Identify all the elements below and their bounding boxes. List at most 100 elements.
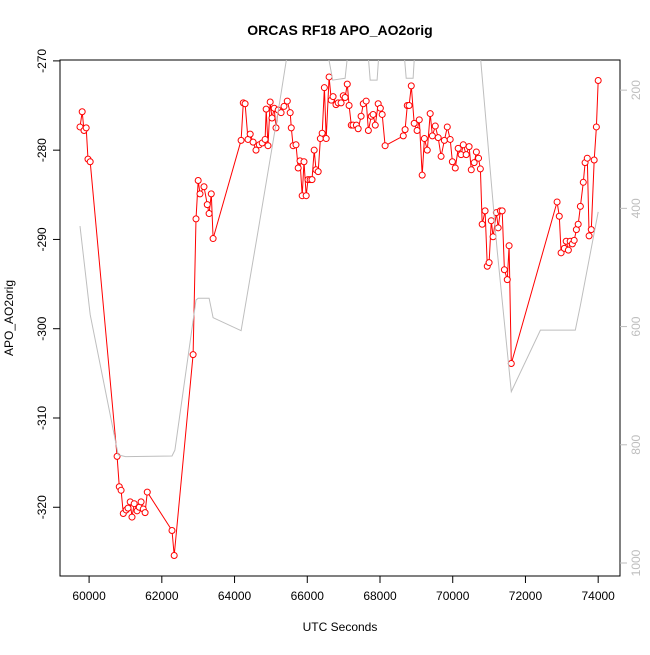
data-point — [401, 126, 409, 134]
data-point — [300, 158, 308, 166]
data-point — [294, 164, 302, 172]
data-point — [459, 141, 467, 149]
data-point — [448, 158, 456, 166]
data-point — [579, 178, 587, 186]
x-tick-label: 72000 — [509, 589, 543, 603]
data-point — [277, 109, 285, 117]
data-point — [320, 84, 328, 92]
data-point — [594, 77, 602, 85]
data-point — [246, 130, 254, 138]
data-point — [302, 192, 310, 200]
data-point — [314, 168, 322, 176]
data-point — [362, 97, 370, 105]
data-point — [325, 73, 333, 81]
data-point — [462, 151, 470, 159]
data-point — [141, 509, 149, 517]
x-tick-label: 74000 — [581, 589, 615, 603]
data-point — [470, 159, 478, 167]
data-point — [337, 99, 345, 107]
x-tick-label: 62000 — [145, 589, 179, 603]
data-point — [428, 132, 436, 140]
data-point — [574, 220, 582, 228]
y-tick-label: -320 — [35, 495, 49, 519]
data-point — [576, 202, 584, 210]
series-line — [79, 60, 599, 458]
data-point — [203, 201, 211, 209]
data-point — [170, 551, 178, 559]
data-point — [418, 171, 426, 179]
data-point — [592, 123, 600, 131]
data-point — [283, 97, 291, 105]
data-point — [407, 82, 415, 90]
data-point — [410, 119, 418, 127]
data-point — [481, 207, 489, 215]
data-point — [454, 144, 462, 152]
data-point — [241, 100, 249, 108]
data-point — [341, 93, 349, 101]
data-point — [446, 135, 454, 143]
data-point — [357, 112, 365, 120]
y2-tick-label: 1000 — [629, 549, 643, 576]
data-point — [503, 276, 511, 284]
data-point — [266, 98, 274, 106]
data-point — [196, 190, 204, 198]
data-point — [378, 110, 386, 118]
data-point — [264, 142, 272, 150]
data-point — [78, 108, 86, 116]
data-point — [261, 135, 269, 143]
y-axis-label: APO_AO2orig — [2, 280, 16, 356]
data-point — [381, 142, 389, 150]
data-point — [434, 134, 442, 142]
x-tick-label: 66000 — [291, 589, 325, 603]
data-point — [308, 176, 316, 184]
data-point — [590, 156, 598, 164]
data-point — [343, 80, 351, 88]
data-point — [168, 526, 176, 534]
data-point — [437, 152, 445, 160]
data-point — [86, 158, 94, 166]
y-tick-label: -280 — [35, 138, 49, 162]
data-point — [318, 129, 326, 137]
data-point — [354, 125, 362, 133]
data-point — [475, 154, 483, 162]
data-point — [287, 124, 295, 132]
data-point — [200, 183, 208, 191]
data-point — [489, 233, 497, 241]
y-tick-label: -270 — [35, 49, 49, 73]
data-point — [420, 135, 428, 143]
data-point — [82, 124, 90, 132]
data-point — [440, 136, 448, 144]
data-point — [431, 122, 439, 130]
data-point — [564, 246, 572, 254]
data-point — [443, 123, 451, 131]
plot-frame — [59, 59, 621, 577]
x-axis-label: UTC Seconds — [303, 620, 378, 634]
data-point — [371, 121, 379, 129]
chart-title: ORCAS RF18 APO_AO2orig — [247, 22, 432, 38]
data-point — [310, 146, 318, 154]
data-point — [587, 226, 595, 234]
x-tick-label: 70000 — [436, 589, 470, 603]
x-tick-label: 64000 — [218, 589, 252, 603]
data-point — [399, 132, 407, 140]
series-line — [79, 76, 599, 556]
plot-area — [76, 60, 602, 559]
data-point — [555, 212, 563, 220]
y-tick-label: -310 — [35, 406, 49, 430]
y2-tick-label: 400 — [629, 198, 643, 218]
data-point — [209, 235, 217, 243]
y-tick-label: -300 — [35, 316, 49, 340]
y2-tick-label: 800 — [629, 434, 643, 454]
data-point — [465, 143, 473, 151]
data-point — [570, 236, 578, 244]
data-point — [322, 135, 330, 143]
y-tick-label: -290 — [35, 227, 49, 251]
data-point — [252, 146, 260, 154]
data-point — [423, 146, 431, 154]
data-point — [292, 141, 300, 149]
data-point — [498, 207, 506, 215]
data-point — [467, 166, 475, 174]
data-point — [494, 224, 502, 232]
data-point — [189, 351, 197, 359]
